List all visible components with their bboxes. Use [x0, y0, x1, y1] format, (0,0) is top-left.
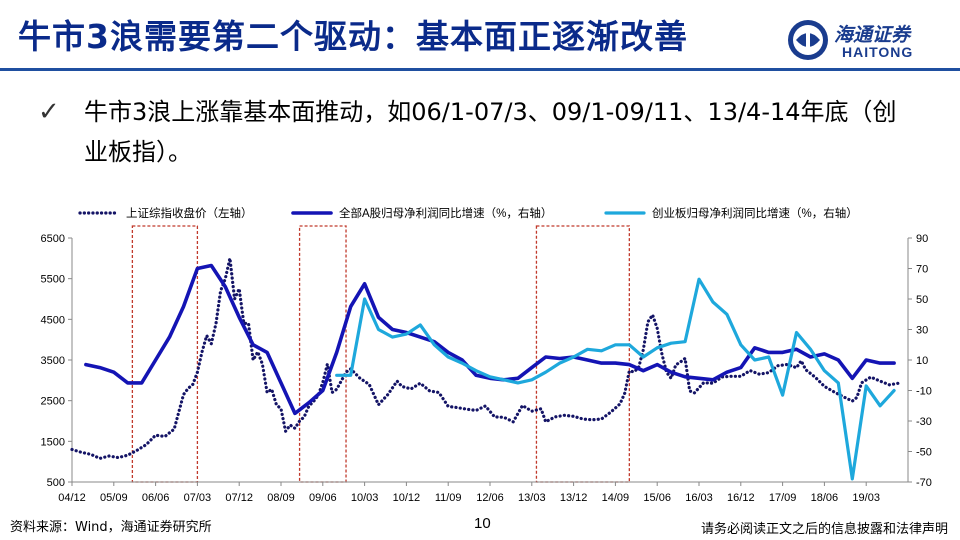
- logo-text-en: HAITONG: [842, 44, 914, 60]
- check-icon: ✓: [38, 97, 60, 127]
- x-axis-tick-label: 13/12: [560, 492, 588, 504]
- x-axis-tick-label: 19/03: [852, 492, 880, 504]
- chart-plot-area: [70, 256, 901, 481]
- x-axis-tick-label: 10/12: [393, 492, 421, 504]
- haitong-logo: 海通证券 HAITONG: [786, 16, 951, 64]
- right-axis-tick-label: 90: [916, 233, 928, 245]
- highlight-period-box: [535, 225, 630, 483]
- x-axis-tick-label: 07/12: [225, 492, 253, 504]
- series-line-1: [70, 256, 901, 460]
- x-axis-tick-label: 08/09: [267, 492, 295, 504]
- x-axis-tick-label: 12/06: [476, 492, 504, 504]
- footer-source: 资料来源：Wind，海通证券研究所: [10, 520, 212, 535]
- right-axis-tick-label: 10: [916, 355, 928, 367]
- page-number: 10: [474, 515, 491, 532]
- x-axis-tick-label: 11/09: [435, 492, 462, 504]
- title-divider: [0, 68, 960, 71]
- left-axis-tick-label: 500: [47, 477, 65, 489]
- right-axis-tick-label: -10: [916, 386, 932, 398]
- logo-text-cn: 海通证券: [834, 24, 911, 46]
- x-axis-tick-label: 14/09: [602, 492, 630, 504]
- left-axis-tick-label: 3500: [41, 355, 65, 367]
- left-axis-tick-label: 1500: [41, 436, 65, 448]
- x-axis-tick-label: 18/06: [811, 492, 839, 504]
- legend-label-2: 全部A股归母净利润同比增速（%，右轴）: [339, 206, 552, 220]
- x-axis-tick-label: 17/09: [769, 492, 797, 504]
- highlight-period-box: [298, 225, 347, 483]
- page-title: 牛市3浪需要第二个驱动：基本面正逐渐改善: [18, 17, 688, 56]
- right-axis-tick-label: 30: [916, 325, 928, 337]
- left-axis-tick-label: 4500: [41, 314, 65, 326]
- x-axis-tick-label: 15/06: [643, 492, 671, 504]
- left-axis-tick-label: 2500: [41, 396, 65, 408]
- x-axis-tick-label: 06/06: [142, 492, 170, 504]
- x-axis-tick-label: 07/03: [184, 492, 212, 504]
- right-axis-tick-label: -30: [916, 416, 932, 428]
- right-axis-tick-label: 70: [916, 264, 928, 276]
- x-axis-tick-label: 10/03: [351, 492, 379, 504]
- series-line-3: [335, 277, 896, 481]
- x-axis-tick-label: 16/12: [727, 492, 755, 504]
- bullet-text: 牛市3浪上涨靠基本面推动，如06/1-07/3、09/1-09/11、13/4-…: [84, 98, 897, 166]
- highlight-boxes: [131, 225, 630, 483]
- left-axis-tick-label: 6500: [41, 233, 65, 245]
- legend-label-1: 上证综指收盘价（左轴）: [126, 206, 253, 220]
- highlight-period-box: [131, 225, 199, 483]
- footer-disclaimer: 请务必阅读正文之后的信息披露和法律声明: [700, 522, 948, 537]
- chart-legend: 上证综指收盘价（左轴） 全部A股归母净利润同比增速（%，右轴） 创业板归母净利润同比…: [78, 206, 858, 220]
- legend-label-3: 创业板归母净利润同比增速（%，右轴）: [652, 206, 858, 220]
- x-axis-tick-label: 16/03: [685, 492, 713, 504]
- right-axis-tick-label: -70: [916, 477, 932, 489]
- x-axis-tick-label: 09/06: [309, 492, 337, 504]
- x-axis-tick-label: 05/09: [100, 492, 128, 504]
- left-axis-tick-label: 5500: [41, 274, 65, 286]
- right-axis-tick-label: -50: [916, 447, 932, 459]
- haitong-emblem-icon: [788, 20, 828, 60]
- right-axis-tick-label: 50: [916, 294, 928, 306]
- bullet-point: ✓ 牛市3浪上涨靠基本面推动，如06/1-07/3、09/1-09/11、13/…: [38, 92, 918, 172]
- x-axis-tick-label: 13/03: [518, 492, 546, 504]
- chart-axes: 500 1500 2500 3500 4500 5500 6500 -70 -50 -30 -10 1…: [41, 233, 932, 504]
- chart: 上证综指收盘价（左轴） 全部A股归母净利润同比增速（%，右轴） 创业板归母净利润同比…: [41, 206, 932, 504]
- x-axis-tick-label: 04/12: [58, 492, 86, 504]
